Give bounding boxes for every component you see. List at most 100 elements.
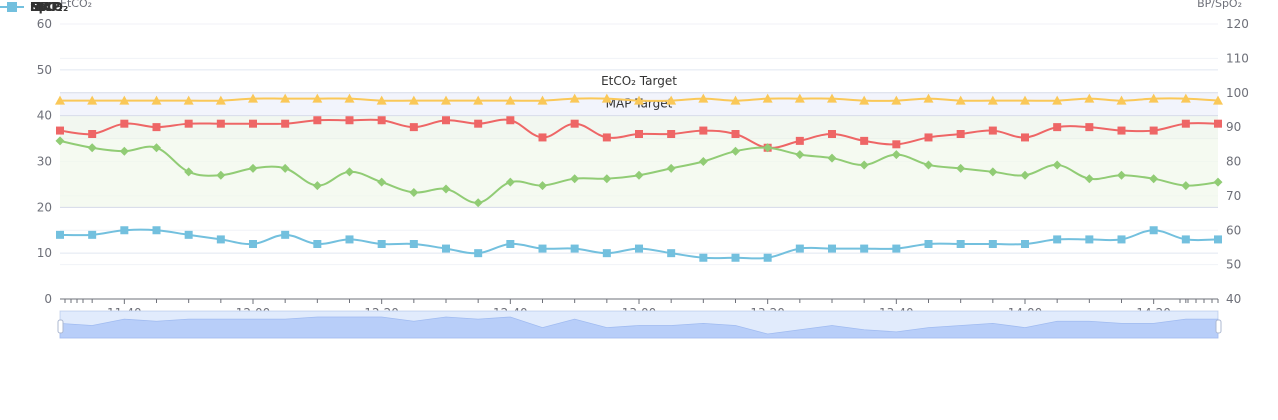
data-point: [87, 143, 97, 153]
data-point: [731, 253, 740, 262]
data-point: [1020, 95, 1030, 105]
data-point: [377, 240, 386, 248]
data-point: [312, 93, 323, 103]
data-point: [827, 93, 837, 103]
data-point: [601, 93, 612, 103]
y-right-tick-label: 100: [1226, 86, 1249, 100]
data-point: [795, 244, 804, 253]
data-point: [184, 119, 193, 128]
data-point: [249, 240, 257, 248]
legend-item-EtCO₂[interactable]: EtCO₂: [0, 0, 68, 14]
y-right-tick-label: 60: [1226, 223, 1241, 237]
y-right-tick-label: 40: [1226, 292, 1241, 306]
data-point: [537, 95, 548, 105]
data-point: [667, 249, 676, 258]
data-point: [442, 244, 450, 253]
data-point: [1117, 235, 1126, 244]
data-point: [1052, 160, 1062, 170]
data-point: [1180, 93, 1191, 103]
data-point: [151, 95, 162, 105]
data-point: [152, 226, 161, 235]
data-point: [956, 240, 965, 248]
data-point: [635, 244, 643, 253]
data-point: [248, 93, 258, 103]
data-point: [923, 93, 934, 103]
data-point: [602, 133, 611, 142]
data-point: [312, 181, 322, 191]
data-point: [281, 119, 290, 128]
data-point: [377, 177, 387, 187]
data-point: [409, 240, 418, 248]
y-left-tick-label: 60: [37, 17, 52, 31]
data-point: [409, 187, 419, 197]
data-point: [56, 230, 64, 239]
data-point: [538, 133, 547, 142]
y-left-tick-label: 0: [44, 292, 52, 306]
data-point: [699, 126, 708, 135]
data-point: [635, 130, 643, 138]
data-point: [1213, 177, 1223, 187]
legend-label: SpO₂: [30, 0, 63, 14]
data-point: [731, 146, 740, 156]
data-point: [987, 95, 998, 105]
series-SpO₂: [55, 93, 1223, 105]
data-point: [1116, 95, 1127, 105]
y-left-tick-label: 40: [37, 109, 52, 123]
series-line: [59, 228, 1219, 260]
series-MAP: [56, 116, 1222, 152]
data-point: [280, 163, 290, 173]
target-band-1: [60, 115, 1218, 208]
data-point: [570, 244, 579, 253]
data-point: [216, 119, 225, 128]
data-point: [795, 150, 805, 160]
data-point: [119, 146, 129, 156]
data-point: [569, 93, 580, 103]
data-point: [506, 116, 515, 125]
zoom-handle-left[interactable]: [57, 319, 64, 334]
data-point: [409, 123, 418, 132]
data-point: [473, 95, 484, 105]
data-point: [87, 95, 98, 105]
data-point: [441, 95, 451, 105]
data-point: [698, 157, 708, 166]
data-point: [441, 184, 451, 194]
data-point: [956, 163, 966, 173]
legend-label: MAP: [30, 0, 60, 14]
data-point: [345, 167, 354, 177]
y-left-axis-name: EtCO₂: [60, 0, 92, 10]
data-point: [506, 240, 515, 248]
series-HR: [55, 136, 1223, 208]
data-point: [924, 133, 933, 142]
y-left-tick-label: 10: [37, 246, 52, 260]
data-point: [1084, 174, 1094, 184]
data-point: [795, 136, 804, 145]
data-point: [1053, 235, 1062, 244]
data-point: [827, 153, 837, 163]
y-right-tick-label: 120: [1226, 17, 1249, 31]
data-point: [408, 95, 419, 105]
data-point: [1020, 170, 1030, 180]
data-point: [860, 244, 869, 253]
y-right-tick-label: 80: [1226, 155, 1241, 169]
data-point: [570, 174, 580, 184]
data-point: [216, 235, 225, 244]
zoom-handle-right[interactable]: [1215, 319, 1222, 334]
data-point: [924, 240, 933, 248]
data-point: [763, 253, 772, 262]
data-point: [1181, 181, 1191, 191]
data-point: [1214, 119, 1222, 128]
data-point: [216, 170, 226, 180]
data-point: [1085, 123, 1094, 132]
data-zoom-slider[interactable]: [57, 310, 1222, 339]
y-right-tick-label: 70: [1226, 189, 1241, 203]
data-point: [345, 116, 354, 125]
data-point: [634, 170, 644, 180]
y-right-axis-name: BP/SpO₂: [1197, 0, 1242, 10]
data-point: [1149, 174, 1159, 184]
data-point: [505, 95, 516, 105]
data-point: [892, 140, 901, 149]
data-point: [955, 95, 966, 105]
data-point: [152, 123, 161, 132]
data-point: [538, 181, 547, 191]
